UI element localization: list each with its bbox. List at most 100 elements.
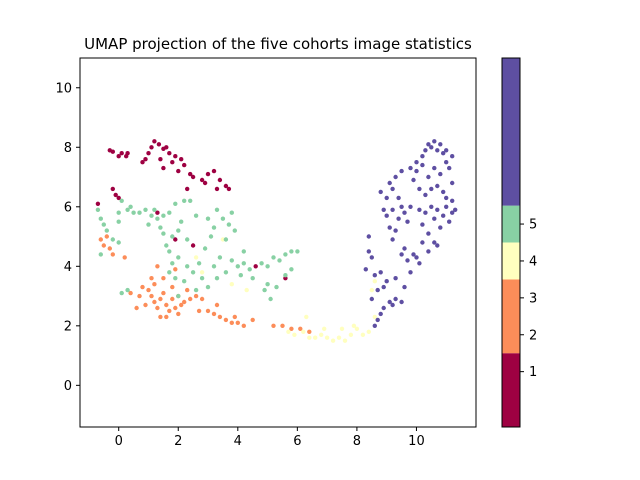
data-point-4-67 xyxy=(426,142,431,147)
data-point-3-69 xyxy=(125,287,130,293)
data-point-4-4 xyxy=(387,299,392,305)
data-point-3-42 xyxy=(226,222,232,227)
data-point-3-56 xyxy=(265,264,270,269)
data-point-4-20 xyxy=(366,249,371,254)
data-point-3-66 xyxy=(262,287,267,293)
data-point-4-6 xyxy=(399,299,404,305)
data-point-1-32 xyxy=(205,308,211,314)
data-point-4-33 xyxy=(423,210,428,215)
data-point-4-9 xyxy=(375,287,380,293)
data-point-1-44 xyxy=(298,326,303,331)
data-point-1-4 xyxy=(122,255,127,260)
data-point-2-10 xyxy=(348,332,354,337)
data-point-1-37 xyxy=(235,320,240,325)
data-point-0-21 xyxy=(199,177,205,183)
data-point-3-44 xyxy=(232,228,237,233)
y-axis: 0 2 4 6 8 10 xyxy=(55,81,80,394)
data-point-1-18 xyxy=(170,296,175,302)
x-tick-label: 6 xyxy=(293,434,301,449)
data-point-2-16 xyxy=(304,314,309,320)
data-point-1-21 xyxy=(179,302,184,308)
data-point-3-72 xyxy=(158,225,163,230)
data-point-4-1 xyxy=(375,317,380,323)
data-point-4-47 xyxy=(435,243,440,248)
colorbar-segment-3 xyxy=(502,242,520,280)
data-point-4-73 xyxy=(411,177,416,183)
data-point-4-48 xyxy=(384,195,389,201)
colorbar: 1 2 3 4 5 xyxy=(501,57,537,428)
data-point-1-40 xyxy=(250,317,255,323)
x-tick-label: 2 xyxy=(174,434,182,449)
data-point-3-30 xyxy=(176,255,181,260)
data-point-3-70 xyxy=(176,293,181,299)
data-point-4-69 xyxy=(438,142,443,147)
x-tick-label: 8 xyxy=(353,434,361,449)
data-point-3-62 xyxy=(289,267,294,272)
data-point-0-7 xyxy=(146,151,151,156)
data-point-3-29 xyxy=(173,276,178,281)
data-point-0-20 xyxy=(190,174,196,180)
data-point-3-33 xyxy=(196,261,202,266)
data-point-3-52 xyxy=(241,261,246,266)
data-point-0-38 xyxy=(155,210,160,215)
data-point-1-12 xyxy=(143,302,148,308)
data-point-4-52 xyxy=(378,189,383,195)
data-point-4-87 xyxy=(414,255,419,260)
data-point-1-2 xyxy=(107,246,113,251)
data-point-0-22 xyxy=(205,171,211,177)
scatter-points xyxy=(95,139,458,343)
data-point-3-21 xyxy=(179,219,184,224)
data-point-4-35 xyxy=(420,222,425,227)
x-tick-label: 0 xyxy=(115,434,123,449)
chart-title: UMAP projection of the five cohorts imag… xyxy=(84,35,472,53)
data-point-4-2 xyxy=(378,311,383,317)
data-point-4-24 xyxy=(366,234,371,239)
data-point-1-22 xyxy=(182,299,187,305)
data-point-3-10 xyxy=(128,204,133,209)
data-point-1-19 xyxy=(173,305,178,311)
data-point-4-49 xyxy=(390,186,395,192)
data-point-4-72 xyxy=(414,168,419,174)
axes-frame xyxy=(80,58,476,427)
data-point-4-22 xyxy=(363,267,368,272)
data-point-1-0 xyxy=(98,237,104,242)
data-point-1-9 xyxy=(146,287,151,293)
data-point-2-14 xyxy=(339,326,345,331)
data-point-3-18 xyxy=(173,201,178,206)
data-point-0-36 xyxy=(253,264,258,269)
data-point-0-17 xyxy=(182,162,187,168)
data-point-4-83 xyxy=(405,219,410,224)
data-point-4-30 xyxy=(387,225,392,230)
data-point-3-54 xyxy=(238,273,243,278)
data-point-3-63 xyxy=(283,273,288,278)
data-point-3-11 xyxy=(119,198,124,203)
data-point-0-16 xyxy=(179,157,184,162)
data-point-1-25 xyxy=(199,296,205,302)
data-point-4-56 xyxy=(420,162,425,168)
data-point-3-24 xyxy=(161,231,166,236)
data-point-3-68 xyxy=(119,290,124,296)
data-point-3-40 xyxy=(214,207,220,212)
data-point-4-77 xyxy=(435,183,440,189)
data-point-4-21 xyxy=(369,255,374,260)
data-point-3-57 xyxy=(271,255,276,260)
data-point-4-71 xyxy=(420,154,425,159)
data-point-3-59 xyxy=(283,252,288,257)
data-point-0-9 xyxy=(152,139,157,144)
colorbar-tick-label: 1 xyxy=(529,365,537,380)
data-point-0-25 xyxy=(223,183,229,189)
data-point-4-5 xyxy=(393,296,398,302)
data-point-3-71 xyxy=(182,279,187,284)
data-point-2-2 xyxy=(301,329,306,334)
data-point-4-17 xyxy=(411,252,416,257)
y-tick-label: 4 xyxy=(64,260,72,275)
axes-border xyxy=(79,57,477,428)
data-point-2-19 xyxy=(369,287,374,293)
data-point-4-14 xyxy=(402,284,407,290)
data-point-0-28 xyxy=(202,180,208,186)
data-point-1-31 xyxy=(164,314,169,320)
data-point-3-35 xyxy=(205,284,211,290)
data-point-3-14 xyxy=(155,216,160,221)
data-point-3-65 xyxy=(274,284,279,290)
data-point-1-14 xyxy=(158,296,163,302)
